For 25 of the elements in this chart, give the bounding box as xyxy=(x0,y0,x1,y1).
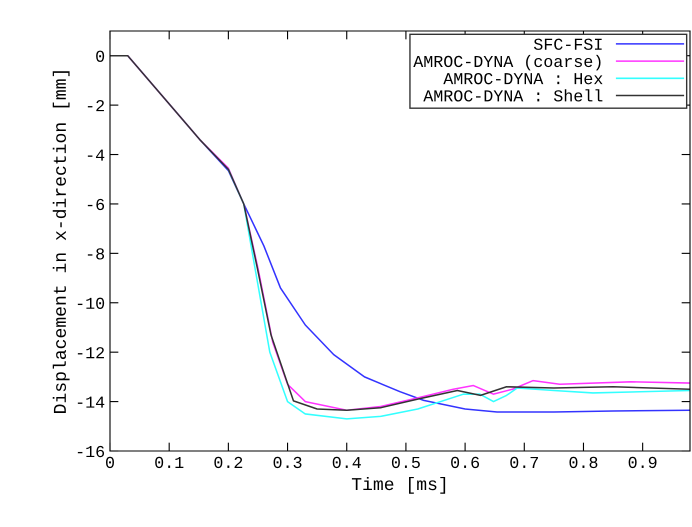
legend-label: SFC-FSI xyxy=(534,38,602,50)
x-tick-label: 0.6 xyxy=(451,456,480,468)
x-tick-label: 0.8 xyxy=(569,456,598,468)
x-tick-label: 0 xyxy=(106,456,114,468)
legend-label: AMROC-DYNA (coarse) xyxy=(413,54,601,70)
x-tick-label: 0.1 xyxy=(155,456,184,468)
y-tick-label: -6 xyxy=(88,198,104,210)
x-axis-title: Time [ms] xyxy=(352,476,446,494)
y-tick-label: -16 xyxy=(78,446,104,458)
x-tick-label: 0.7 xyxy=(510,456,538,468)
x-tick-label: 0.3 xyxy=(274,456,302,468)
y-tick-label: -14 xyxy=(78,396,104,408)
y-axis-title: Displacement in x-direction [mm] xyxy=(52,71,70,413)
y-tick-label: -2 xyxy=(88,100,104,112)
x-tick-label: 0.4 xyxy=(332,456,361,468)
legend-label: AMROC-DYNA : Hex xyxy=(443,73,603,84)
y-tick-label: -10 xyxy=(78,298,104,309)
y-tick-label: -8 xyxy=(88,248,104,260)
y-tick-label: 0 xyxy=(96,50,104,62)
x-tick-label: 0.5 xyxy=(392,456,420,468)
x-tick-label: 0.9 xyxy=(628,456,656,468)
y-tick-label: -4 xyxy=(88,150,104,161)
y-tick-label: -12 xyxy=(78,347,104,358)
x-tick-label: 0.2 xyxy=(214,456,242,468)
legend-label: AMROC-DYNA : Shell xyxy=(423,89,602,102)
